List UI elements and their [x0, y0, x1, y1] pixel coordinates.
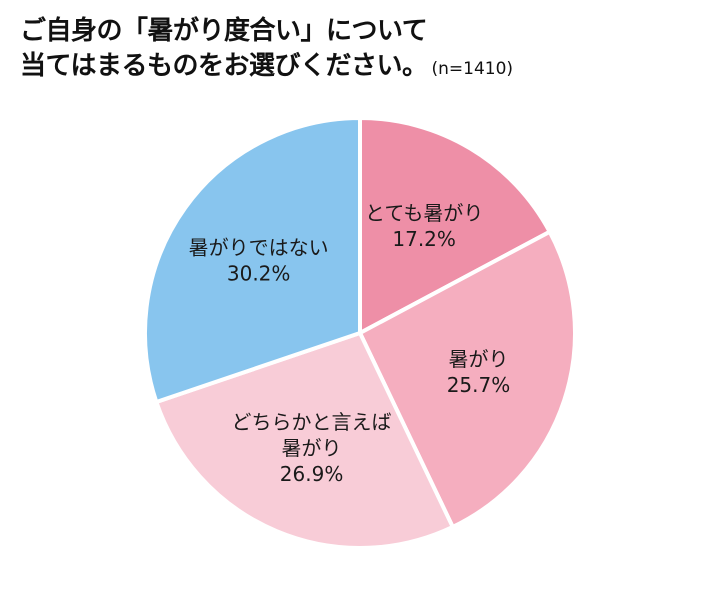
pie-slice-3 [154, 331, 455, 550]
slice-category-label: 暑がり [448, 347, 508, 371]
slice-label-2: 暑がり 25.7% [447, 347, 511, 397]
title-line-2: 当てはまるものをお選びください。 (n=1410) [20, 49, 700, 87]
pie-slices [143, 116, 577, 550]
pie-labels: とても暑がり 17.2%暑がり 25.7%どちらかと言えば暑がり 26.9%暑がりでは… [189, 201, 511, 486]
slice-value-label: 17.2% [392, 227, 456, 251]
pie-slice-4 [143, 116, 362, 404]
pie-slice-2 [358, 229, 577, 529]
slice-label-1: とても暑がり 17.2% [365, 201, 483, 251]
slice-category-label: 暑がり [282, 436, 342, 460]
slice-value-label: 25.7% [447, 373, 511, 397]
slice-value-label: 30.2% [227, 261, 291, 285]
title-line-1: ご自身の「暑がり度合い」について [20, 16, 428, 46]
slice-category-label: とても暑がり [365, 201, 483, 225]
chart-title: ご自身の「暑がり度合い」について 当てはまるものをお選びください。 (n=1410… [20, 14, 700, 87]
slice-value-label: 26.9% [280, 462, 344, 486]
title-line-2-text: 当てはまるものをお選びください。 [20, 51, 428, 81]
slice-category-label: 暑がりではない [189, 235, 329, 259]
slice-category-label: どちらかと言えば [232, 410, 392, 434]
sample-size-note: (n=1410) [431, 59, 514, 79]
pie-slice-1 [358, 116, 552, 335]
slice-label-4: 暑がりではない 30.2% [189, 235, 329, 285]
slice-label-3: どちらかと言えば暑がり 26.9% [232, 410, 392, 486]
